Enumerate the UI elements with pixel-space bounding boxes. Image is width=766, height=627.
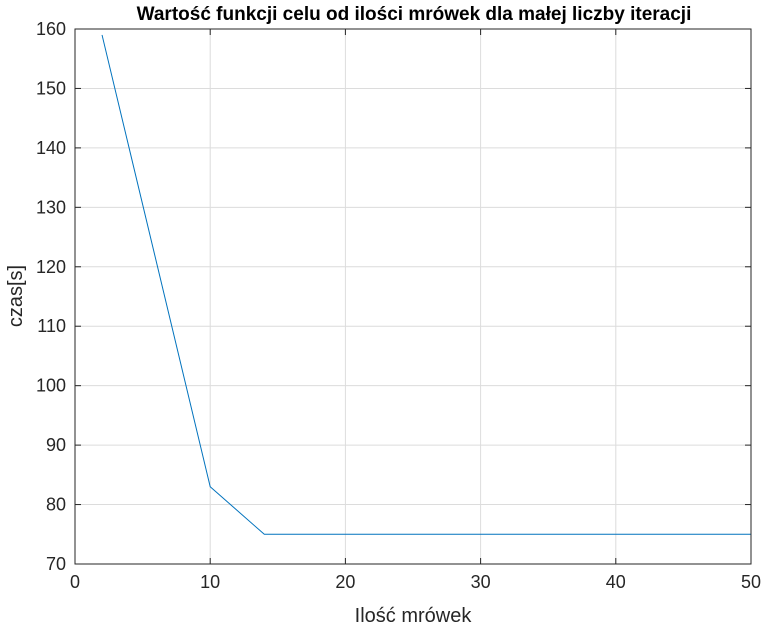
y-axis-tick-labels: 70 80 90 100 110 120 130 140 150 160 [36, 19, 66, 574]
series-line [101, 34, 751, 535]
x-tick-label: 40 [606, 572, 626, 592]
y-tick-label: 100 [36, 376, 66, 396]
grid [75, 29, 751, 564]
x-tick-label: 50 [741, 572, 761, 592]
y-tick-label: 120 [36, 257, 66, 277]
x-tick-label: 20 [335, 572, 355, 592]
plot-series [101, 34, 751, 535]
chart-title: Wartość funkcji celu od ilości mrówek dl… [137, 4, 692, 25]
axes-box [74, 28, 752, 565]
x-axis-label: Ilość mrówek [355, 605, 473, 627]
x-tick-label: 30 [471, 572, 491, 592]
x-axis-tick-labels: 0 10 20 30 40 50 [70, 572, 761, 592]
y-tick-label: 70 [46, 554, 66, 574]
y-tick-label: 130 [36, 197, 66, 217]
y-tick-label: 80 [46, 495, 66, 515]
y-axis-label: czas[s] [5, 265, 27, 327]
y-tick-label: 90 [46, 435, 66, 455]
x-tick-label: 0 [70, 572, 80, 592]
y-tick-label: 150 [36, 78, 66, 98]
y-tick-label: 140 [36, 138, 66, 158]
y-tick-label: 110 [37, 316, 66, 336]
x-tick-label: 10 [200, 572, 220, 592]
tick-marks [74, 28, 752, 565]
y-tick-label: 160 [36, 19, 66, 39]
